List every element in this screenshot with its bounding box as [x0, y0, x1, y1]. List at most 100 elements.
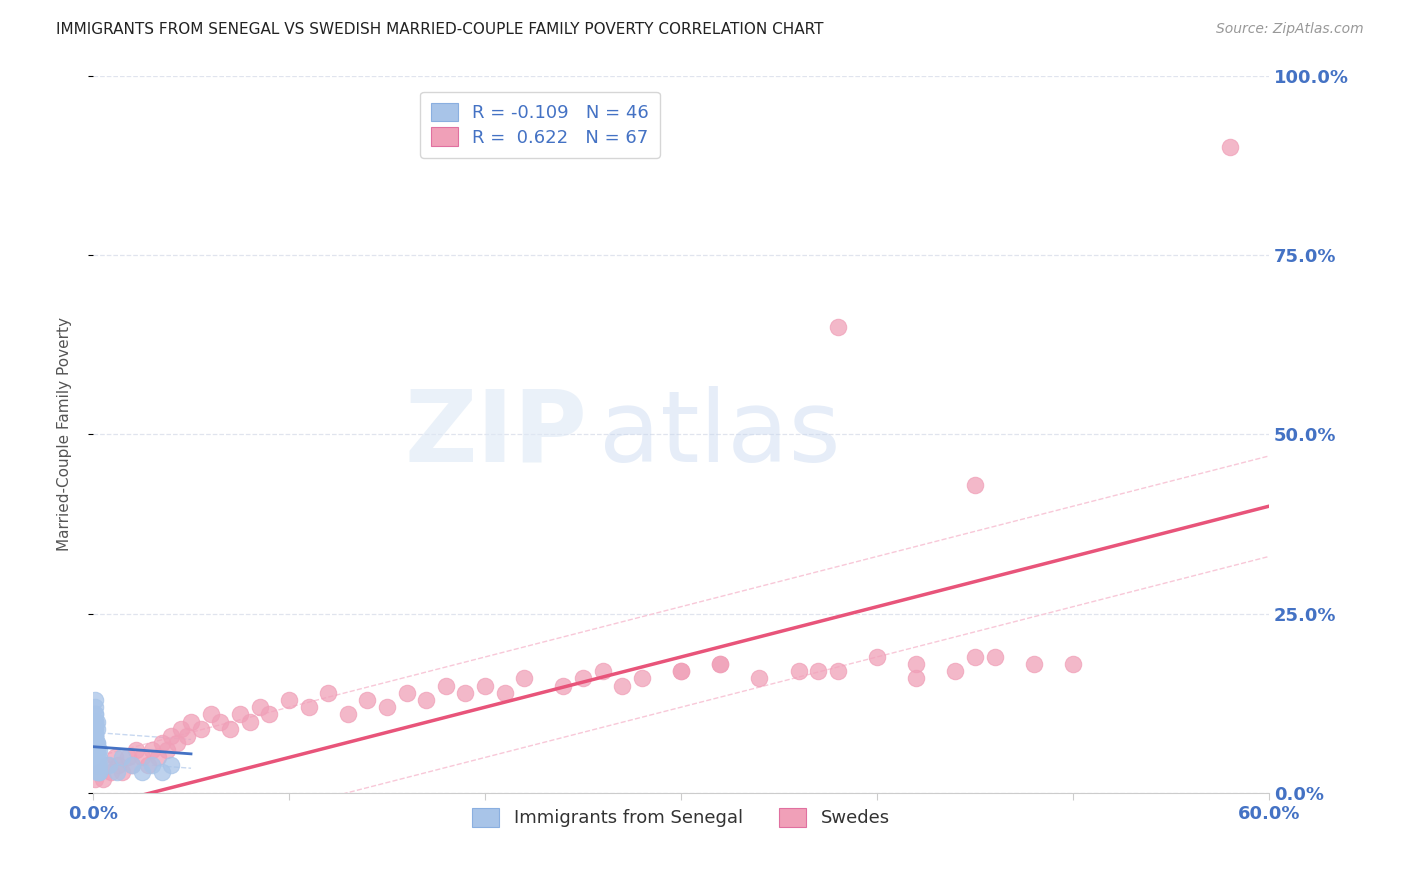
Point: [84, 729, 107, 743]
Point: [827, 665, 849, 679]
Point: [87, 764, 110, 779]
Text: ZIP: ZIP: [404, 386, 586, 483]
Point: [1062, 657, 1084, 672]
Point: [1022, 657, 1045, 672]
Point: [150, 736, 173, 750]
Point: [84, 700, 107, 714]
Point: [209, 714, 232, 729]
Point: [316, 686, 339, 700]
Point: [259, 707, 281, 722]
Point: [592, 665, 614, 679]
Point: [748, 672, 770, 686]
Point: [297, 700, 319, 714]
Point: [630, 672, 652, 686]
Point: [170, 722, 193, 736]
Point: [84, 736, 107, 750]
Point: [905, 672, 928, 686]
Point: [86, 714, 108, 729]
Point: [963, 477, 986, 491]
Text: atlas: atlas: [599, 386, 841, 483]
Point: [86, 757, 108, 772]
Point: [131, 764, 153, 779]
Point: [84, 736, 107, 750]
Point: [709, 657, 731, 672]
Point: [91, 772, 114, 786]
Point: [156, 743, 179, 757]
Point: [111, 764, 134, 779]
Point: [146, 750, 169, 764]
Point: [160, 757, 183, 772]
Point: [87, 764, 110, 779]
Point: [494, 686, 516, 700]
Point: [415, 693, 437, 707]
Point: [86, 764, 108, 779]
Point: [866, 650, 889, 665]
Point: [84, 714, 107, 729]
Text: Source: ZipAtlas.com: Source: ZipAtlas.com: [1216, 22, 1364, 37]
Point: [239, 714, 262, 729]
Point: [141, 743, 163, 757]
Point: [375, 700, 398, 714]
Point: [86, 757, 108, 772]
Text: IMMIGRANTS FROM SENEGAL VS SWEDISH MARRIED-COUPLE FAMILY POVERTY CORRELATION CHA: IMMIGRANTS FROM SENEGAL VS SWEDISH MARRI…: [56, 22, 824, 37]
Point: [84, 729, 107, 743]
Point: [669, 665, 692, 679]
Point: [97, 757, 120, 772]
Point: [136, 757, 159, 772]
Point: [454, 686, 477, 700]
Point: [86, 743, 108, 757]
Point: [905, 657, 928, 672]
Point: [84, 722, 107, 736]
Point: [176, 729, 198, 743]
Point: [190, 722, 212, 736]
Point: [474, 679, 496, 693]
Point: [84, 693, 107, 707]
Point: [86, 743, 108, 757]
Point: [84, 743, 107, 757]
Point: [141, 757, 163, 772]
Point: [787, 665, 810, 679]
Point: [87, 764, 110, 779]
Point: [131, 750, 153, 764]
Point: [150, 764, 173, 779]
Point: [86, 750, 108, 764]
Point: [121, 757, 143, 772]
Point: [983, 650, 1005, 665]
Point: [86, 750, 108, 764]
Point: [111, 750, 134, 764]
Point: [219, 722, 242, 736]
Point: [84, 750, 107, 764]
Point: [86, 750, 108, 764]
Point: [86, 757, 108, 772]
Point: [100, 764, 122, 779]
Point: [84, 772, 107, 786]
Point: [84, 714, 107, 729]
Point: [86, 736, 108, 750]
Point: [249, 700, 271, 714]
Point: [1219, 140, 1241, 154]
Point: [160, 729, 183, 743]
Point: [117, 750, 139, 764]
Point: [87, 743, 110, 757]
Point: [107, 757, 129, 772]
Point: [336, 707, 359, 722]
Point: [86, 750, 108, 764]
Point: [84, 729, 107, 743]
Point: [807, 665, 830, 679]
Point: [200, 707, 222, 722]
Point: [827, 319, 849, 334]
Point: [356, 693, 378, 707]
Point: [87, 750, 110, 764]
Point: [121, 757, 143, 772]
Y-axis label: Married-Couple Family Poverty: Married-Couple Family Poverty: [58, 318, 72, 551]
Point: [84, 707, 107, 722]
Point: [553, 679, 575, 693]
Point: [103, 750, 125, 764]
Legend: Immigrants from Senegal, Swedes: Immigrants from Senegal, Swedes: [465, 801, 897, 835]
Point: [84, 729, 107, 743]
Point: [125, 743, 148, 757]
Point: [84, 722, 107, 736]
Point: [86, 743, 108, 757]
Point: [278, 693, 301, 707]
Point: [943, 665, 966, 679]
